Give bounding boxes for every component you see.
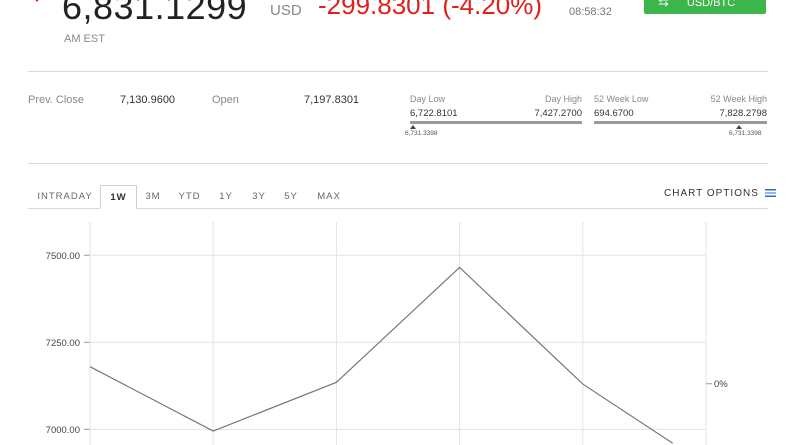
week52-high-label: 52 Week High — [710, 94, 767, 104]
tab-intraday[interactable]: INTRADAY — [37, 191, 93, 202]
convert-currency-label: USD/BTC — [686, 0, 736, 9]
y-tick-label: 7000.00 — [46, 425, 80, 436]
tab-3y[interactable]: 3Y — [252, 191, 266, 202]
price-value: 6,831.1299 — [62, 0, 248, 27]
down-arrow-icon — [24, 0, 50, 2]
y-tick-label: 7500.00 — [46, 251, 80, 262]
quote-timezone: AM EST — [64, 33, 105, 45]
day-high-value: 7,427.2700 — [534, 108, 582, 119]
price-change: -299.8301 (-4.20%) — [318, 0, 543, 20]
open-label: Open — [212, 94, 239, 106]
tab-max[interactable]: MAX — [317, 191, 341, 202]
swap-arrows-icon: ⇆ — [658, 0, 669, 9]
tab-underline — [137, 208, 768, 209]
tab-5y[interactable]: 5Y — [284, 191, 298, 202]
day-low-value: 6,722.8101 — [410, 108, 458, 119]
day-low-label: Day Low — [410, 94, 446, 104]
divider — [28, 163, 768, 164]
tab-underline — [28, 208, 100, 209]
day-high-label: Day High — [544, 94, 582, 104]
y-tick-label: 7250.00 — [46, 338, 80, 349]
week52-low-value: 694.6700 — [594, 108, 634, 119]
day-range-bar — [410, 121, 582, 124]
week52-low-label: 52 Week Low — [594, 94, 649, 104]
open-value: 7,197.8301 — [304, 94, 360, 106]
week52-range-marker-icon — [736, 125, 742, 129]
series-line — [89, 266, 674, 444]
prev-close-value: 7,130.9600 — [120, 94, 176, 106]
prev-close-label: Prev. Close — [28, 94, 85, 106]
tab-1y[interactable]: 1Y — [219, 191, 233, 202]
tab-1w[interactable]: 1W — [100, 185, 137, 209]
chart-options-button[interactable]: CHART OPTIONS — [664, 188, 776, 199]
menu-icon — [764, 189, 776, 197]
right-axis-label: 0% — [714, 379, 728, 390]
tab-3m[interactable]: 3M — [145, 191, 161, 202]
price-chart[interactable]: 7500.00 7250.00 7000.00 0% — [0, 210, 796, 445]
day-range-marker-icon — [410, 125, 416, 129]
currency-label: USD — [270, 2, 302, 19]
convert-currency-button[interactable]: ⇆ USD/BTC — [644, 0, 766, 14]
divider — [28, 71, 768, 72]
week52-high-value: 7,828.2798 — [719, 108, 767, 119]
week52-range-bar — [594, 121, 767, 124]
tab-ytd[interactable]: YTD — [178, 191, 201, 202]
chart-options-label: CHART OPTIONS — [664, 188, 759, 199]
quote-time: 08:58:32 — [569, 6, 612, 18]
day-current-value: 6,731.3398 — [405, 130, 438, 137]
week52-current-value: 6,731.3398 — [729, 130, 762, 137]
